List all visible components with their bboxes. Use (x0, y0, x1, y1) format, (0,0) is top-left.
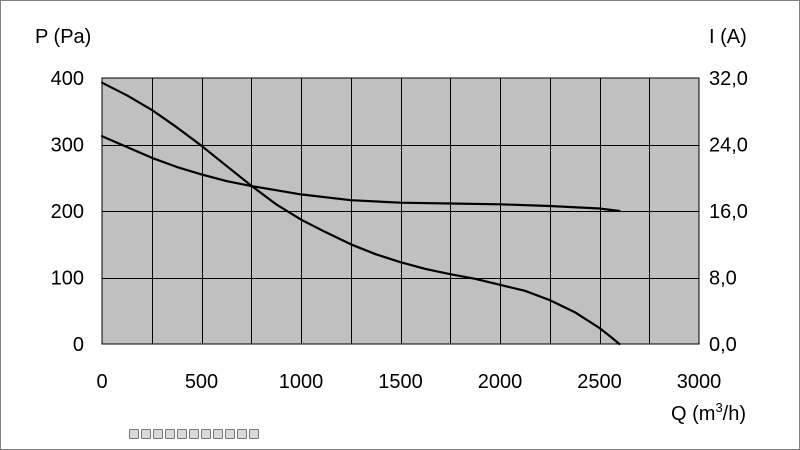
y-tick-label: 200 (51, 201, 84, 223)
copy-icon[interactable] (249, 429, 259, 439)
x-tick-label: 2500 (577, 371, 622, 393)
plot-border (101, 77, 700, 345)
pie-icon[interactable] (213, 429, 223, 439)
y-axis-label: P (Pa) (35, 26, 91, 48)
x-tick-labels: 0 500 1000 1500 2000 2500 3000 (96, 371, 721, 393)
x-tick-label: 1000 (279, 371, 324, 393)
y2-axis-label: I (A) (709, 26, 747, 48)
figure-icon[interactable] (129, 429, 139, 439)
map-icon[interactable] (177, 429, 187, 439)
pressure-curve (100, 81, 621, 346)
x-axis-label-sup: 3 (715, 400, 722, 415)
current-curve (100, 135, 621, 213)
palette-icon[interactable] (165, 429, 175, 439)
x-tick-label: 2000 (478, 371, 523, 393)
image-icon[interactable] (237, 429, 247, 439)
globe-icon[interactable] (153, 429, 163, 439)
pencil-icon[interactable] (225, 429, 235, 439)
y-tick-label: 100 (51, 268, 84, 290)
curves (100, 81, 621, 346)
y2-tick-label: 24,0 (709, 135, 748, 157)
chart-icon[interactable] (141, 429, 151, 439)
x-tick-label: 3000 (677, 371, 722, 393)
y2-tick-label: 8,0 (709, 268, 737, 290)
y-tick-label: 400 (51, 68, 84, 90)
y2-tick-labels: 0,0 8,0 16,0 24,0 32,0 (709, 68, 748, 356)
y-tick-label: 0 (73, 334, 84, 356)
grid-lines (102, 78, 699, 344)
y2-tick-label: 16,0 (709, 201, 748, 223)
table-icon[interactable] (201, 429, 211, 439)
x-axis-label: Q (m3/h) (671, 400, 746, 425)
y2-tick-label: 0,0 (709, 334, 737, 356)
x-axis-label-suffix: /h) (723, 403, 746, 425)
image-toolbar (129, 429, 259, 439)
x-tick-label: 500 (185, 371, 218, 393)
x-tick-label: 1500 (378, 371, 423, 393)
x-tick-label: 0 (96, 371, 107, 393)
x-axis-label-prefix: Q (m (671, 403, 715, 425)
y-tick-label: 300 (51, 135, 84, 157)
y-tick-labels: 0 100 200 300 400 (51, 68, 84, 356)
grid-icon[interactable] (189, 429, 199, 439)
y2-tick-label: 32,0 (709, 68, 748, 90)
